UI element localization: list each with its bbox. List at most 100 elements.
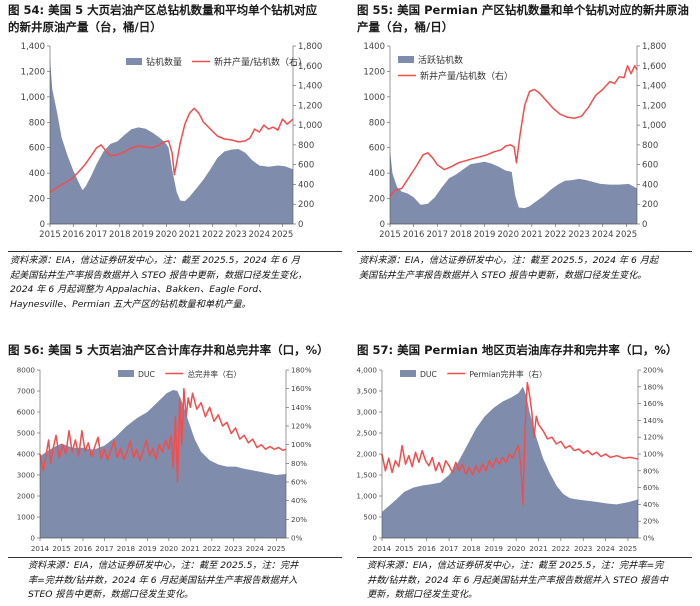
x-tick-label: 2016 — [403, 230, 425, 240]
y-left-tick-label: 1200 — [363, 67, 385, 77]
y-left-tick-label: 4,000 — [356, 366, 377, 375]
source-line: 起美国钻井生产率报告数据并入 STEO 报告中更新，数据口径发生变化， — [10, 269, 307, 281]
chart-55: 2015 2016 2017 2018 2019 2020 2021 2022 2023 2024… — [363, 42, 666, 240]
y-left-tick-label: 200 — [369, 195, 385, 205]
x-tick-label: 2015 — [39, 230, 61, 240]
y-right-tick-label: 160% — [643, 399, 664, 408]
y-left-tick-label: 1,000 — [356, 492, 377, 501]
chart-54: 2015 2016 2017 2018 2019 2020 2021 2022 2023 2024… — [21, 42, 323, 240]
legend-label-line: 新井产量/钻机数（右） — [420, 70, 513, 82]
y-right-tick-label: 1,000 — [642, 121, 666, 131]
y-right-tick-label: 1,800 — [298, 42, 322, 52]
y-left-tick-label: 6000 — [17, 408, 36, 417]
y-right-tick-label: 1,800 — [642, 42, 666, 52]
y-right-tick-label: 0 — [298, 220, 303, 230]
x-tick-label: 2017 — [440, 544, 458, 553]
y-right-tick-label: 1,000 — [298, 121, 322, 131]
y-right-tick-label: 60% — [643, 483, 659, 492]
y-left-tick-label: 1,400 — [21, 42, 45, 52]
y-left-tick-label: 0 — [380, 220, 385, 230]
x-tick-label: 2019 — [485, 544, 504, 553]
x-tick-label: 2021 — [521, 230, 543, 240]
series-area — [382, 386, 638, 538]
x-tick-label: 2025 — [267, 544, 285, 553]
x-tick-label: 2017 — [86, 230, 108, 240]
y-right-tick-label: 140% — [291, 403, 312, 412]
y-left-tick-label: 2000 — [17, 492, 36, 501]
y-right-tick-label: 0 — [642, 220, 647, 230]
y-left-tick-label: 3,000 — [356, 408, 377, 417]
legend-label-area: DUC — [420, 370, 437, 379]
x-tick-label: 2021 — [181, 544, 199, 553]
y-right-tick-label: 1,600 — [298, 62, 322, 72]
y-right-tick-label: 180% — [643, 382, 664, 391]
x-tick-label: 2025 — [616, 230, 638, 240]
x-tick-label: 2014 — [373, 544, 392, 553]
source-line: 资料来源：EIA，信达证券研发中心，注：截至 2025.5，2024 年 6 月… — [359, 255, 659, 266]
source-line: 井数/钻井数，2024 年 6 月起美国钻井生产率报告数据并入 STEO 报告中 — [367, 574, 669, 586]
title-line: 产量（台，桶/日） — [357, 20, 454, 34]
x-tick-label: 2015 — [379, 230, 401, 240]
title-line: 的新井原油产量（台，桶/日） — [8, 20, 162, 34]
y-right-tick-label: 200 — [642, 200, 658, 210]
x-tick-label: 2022 — [203, 544, 221, 553]
legend-swatch-area — [400, 370, 416, 377]
source-divider — [357, 251, 692, 252]
y-left-tick-label: 1000 — [363, 93, 385, 103]
y-right-tick-label: 800 — [642, 141, 658, 151]
x-tick-label: 2017 — [95, 544, 113, 553]
source-line: 更新，数据口径发生变化。 — [367, 589, 478, 600]
y-right-tick-label: 40% — [643, 500, 659, 509]
x-tick-label: 2024 — [246, 544, 265, 553]
source-line: 资料来源：EIA，信达证券研发中心，注：截至 2025.5，注：完井率=完 — [367, 560, 664, 571]
y-left-tick-label: 600 — [369, 144, 385, 154]
y-left-tick-label: 8000 — [17, 366, 36, 375]
legend-label-area: 钻机数量 — [146, 56, 182, 68]
series-line — [39, 387, 287, 483]
title-line: 图 57: 美国 Permian 地区页岩油库存井和完井率（口，%） — [357, 343, 678, 357]
chart-title-54: 图 54: 美国 5 大页岩油产区总钻机数量和平均单个钻机对应 的新井原油产量（… — [8, 2, 317, 36]
source-divider — [8, 557, 342, 558]
x-tick-label: 2020 — [155, 230, 177, 240]
source-line: Haynesville、Permian 五大产区的钻机数量和单机产量。 — [10, 298, 251, 310]
x-tick-label: 2016 — [418, 544, 437, 553]
title-line: 图 55: 美国 Permian 产区钻机数量和单个钻机对应的新井原油 — [357, 3, 689, 17]
chart-title-57: 图 57: 美国 Permian 地区页岩油库存井和完井率（口，%） — [357, 342, 677, 359]
x-tick-label: 2017 — [426, 230, 448, 240]
legend-label-area: DUC — [138, 370, 155, 379]
y-right-tick-label: 60% — [291, 478, 307, 487]
y-right-tick-label: 0% — [291, 534, 303, 543]
y-left-tick-label: 600 — [29, 144, 45, 154]
y-left-tick-label: 2,000 — [356, 450, 377, 459]
series-line — [389, 65, 638, 197]
legend-label-line: Permian完井率（右） — [469, 369, 546, 379]
y-left-tick-label: 0 — [30, 534, 35, 543]
y-left-tick-label: 800 — [369, 118, 385, 128]
x-tick-label: 2020 — [497, 230, 519, 240]
y-right-tick-label: 100% — [291, 440, 312, 449]
source-note-57: 资料来源：EIA，信达证券研发中心，注：截至 2025.5，注：完井率=完 井数… — [367, 559, 668, 603]
source-note-55: 资料来源：EIA，信达证券研发中心，注：截至 2025.5，2024 年 6 月… — [359, 254, 658, 283]
y-right-tick-label: 80% — [291, 459, 307, 468]
y-left-tick-label: 7000 — [17, 387, 36, 396]
y-left-tick-label: 1,000 — [21, 93, 45, 103]
x-tick-label: 2023 — [568, 230, 590, 240]
source-line: STEO 报告中更新，数据口径发生变化。 — [28, 589, 194, 600]
x-tick-label: 2018 — [109, 230, 131, 240]
y-right-tick-label: 800 — [298, 141, 314, 151]
legend-swatch-area — [118, 370, 134, 377]
chart-57: 2014 2015 2016 2017 2018 2019 2020 2021 2022 2023… — [356, 366, 664, 553]
y-right-tick-label: 40% — [291, 496, 307, 505]
source-note-54: 资料来源：EIA，信达证券研发中心，注：截至 2025.5，2024 年 6 月… — [10, 254, 307, 312]
y-right-tick-label: 1,400 — [298, 82, 322, 92]
x-tick-label: 2019 — [138, 544, 157, 553]
y-left-tick-label: 1,200 — [21, 67, 45, 77]
x-tick-label: 2018 — [450, 230, 472, 240]
x-tick-label: 2019 — [132, 230, 154, 240]
y-right-tick-label: 200% — [643, 366, 664, 375]
y-left-tick-label: 200 — [29, 195, 45, 205]
x-tick-label: 2018 — [462, 544, 481, 553]
x-tick-label: 2019 — [474, 230, 496, 240]
y-left-tick-label: 5000 — [17, 429, 36, 438]
y-left-tick-label: 3000 — [17, 471, 36, 480]
